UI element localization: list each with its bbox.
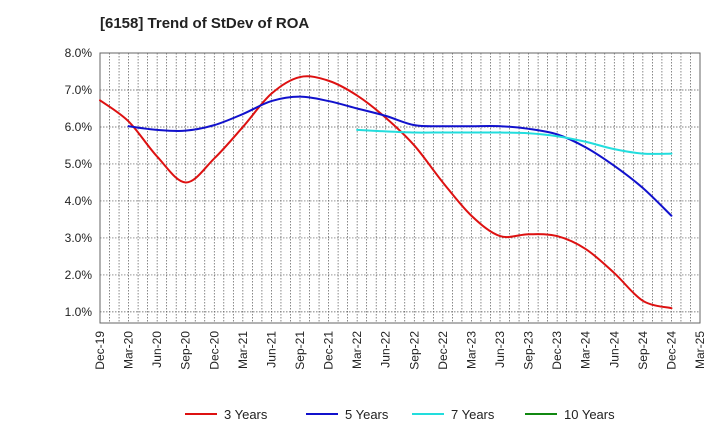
x-tick-label: Dec-19: [93, 331, 107, 370]
x-tick-label: Sep-24: [636, 331, 650, 370]
legend-label: 10 Years: [564, 407, 615, 422]
x-tick-label: Dec-21: [322, 331, 336, 370]
y-tick-label: 5.0%: [65, 157, 93, 171]
y-tick-label: 7.0%: [65, 83, 93, 97]
chart-title: [6158] Trend of StDev of ROA: [100, 15, 310, 32]
y-tick-label: 6.0%: [65, 120, 93, 134]
series-line-2: [127, 95, 673, 217]
plot-area: [100, 53, 700, 323]
y-tick-label: 4.0%: [65, 194, 93, 208]
x-tick-label: Mar-20: [122, 331, 136, 369]
x-tick-label: Jun-24: [607, 331, 621, 368]
x-tick-label: Jun-20: [150, 331, 164, 368]
x-tick-label: Mar-25: [693, 331, 707, 369]
x-tick-label: Dec-22: [436, 331, 450, 370]
x-tick-label: Sep-22: [407, 331, 421, 370]
y-tick-label: 2.0%: [65, 268, 93, 282]
x-tick-label: Dec-23: [550, 331, 564, 370]
x-tick-label: Mar-21: [236, 331, 250, 369]
x-tick-label: Sep-20: [179, 331, 193, 370]
x-tick-label: Jun-22: [379, 331, 393, 368]
x-tick-label: Jun-21: [264, 331, 278, 368]
x-tick-label: Mar-24: [579, 331, 593, 369]
plot-border: [99, 52, 701, 324]
y-tick-label: 3.0%: [65, 231, 93, 245]
y-tick-label: 8.0%: [65, 46, 93, 60]
series-line-3: [356, 128, 673, 155]
x-tick-label: Jun-23: [493, 331, 507, 368]
legend-label: 3 Years: [224, 407, 268, 422]
x-tick-label: Mar-22: [350, 331, 364, 369]
x-tick-label: Dec-24: [664, 331, 678, 370]
series-line-1: [99, 75, 673, 310]
y-tick-label: 1.0%: [65, 305, 93, 319]
x-tick-label: Sep-21: [293, 331, 307, 370]
legend-label: 5 Years: [345, 407, 389, 422]
x-tick-label: Dec-20: [207, 331, 221, 370]
x-tick-label: Mar-23: [464, 331, 478, 369]
legend-label: 7 Years: [451, 407, 495, 422]
x-tick-label: Sep-23: [522, 331, 536, 370]
